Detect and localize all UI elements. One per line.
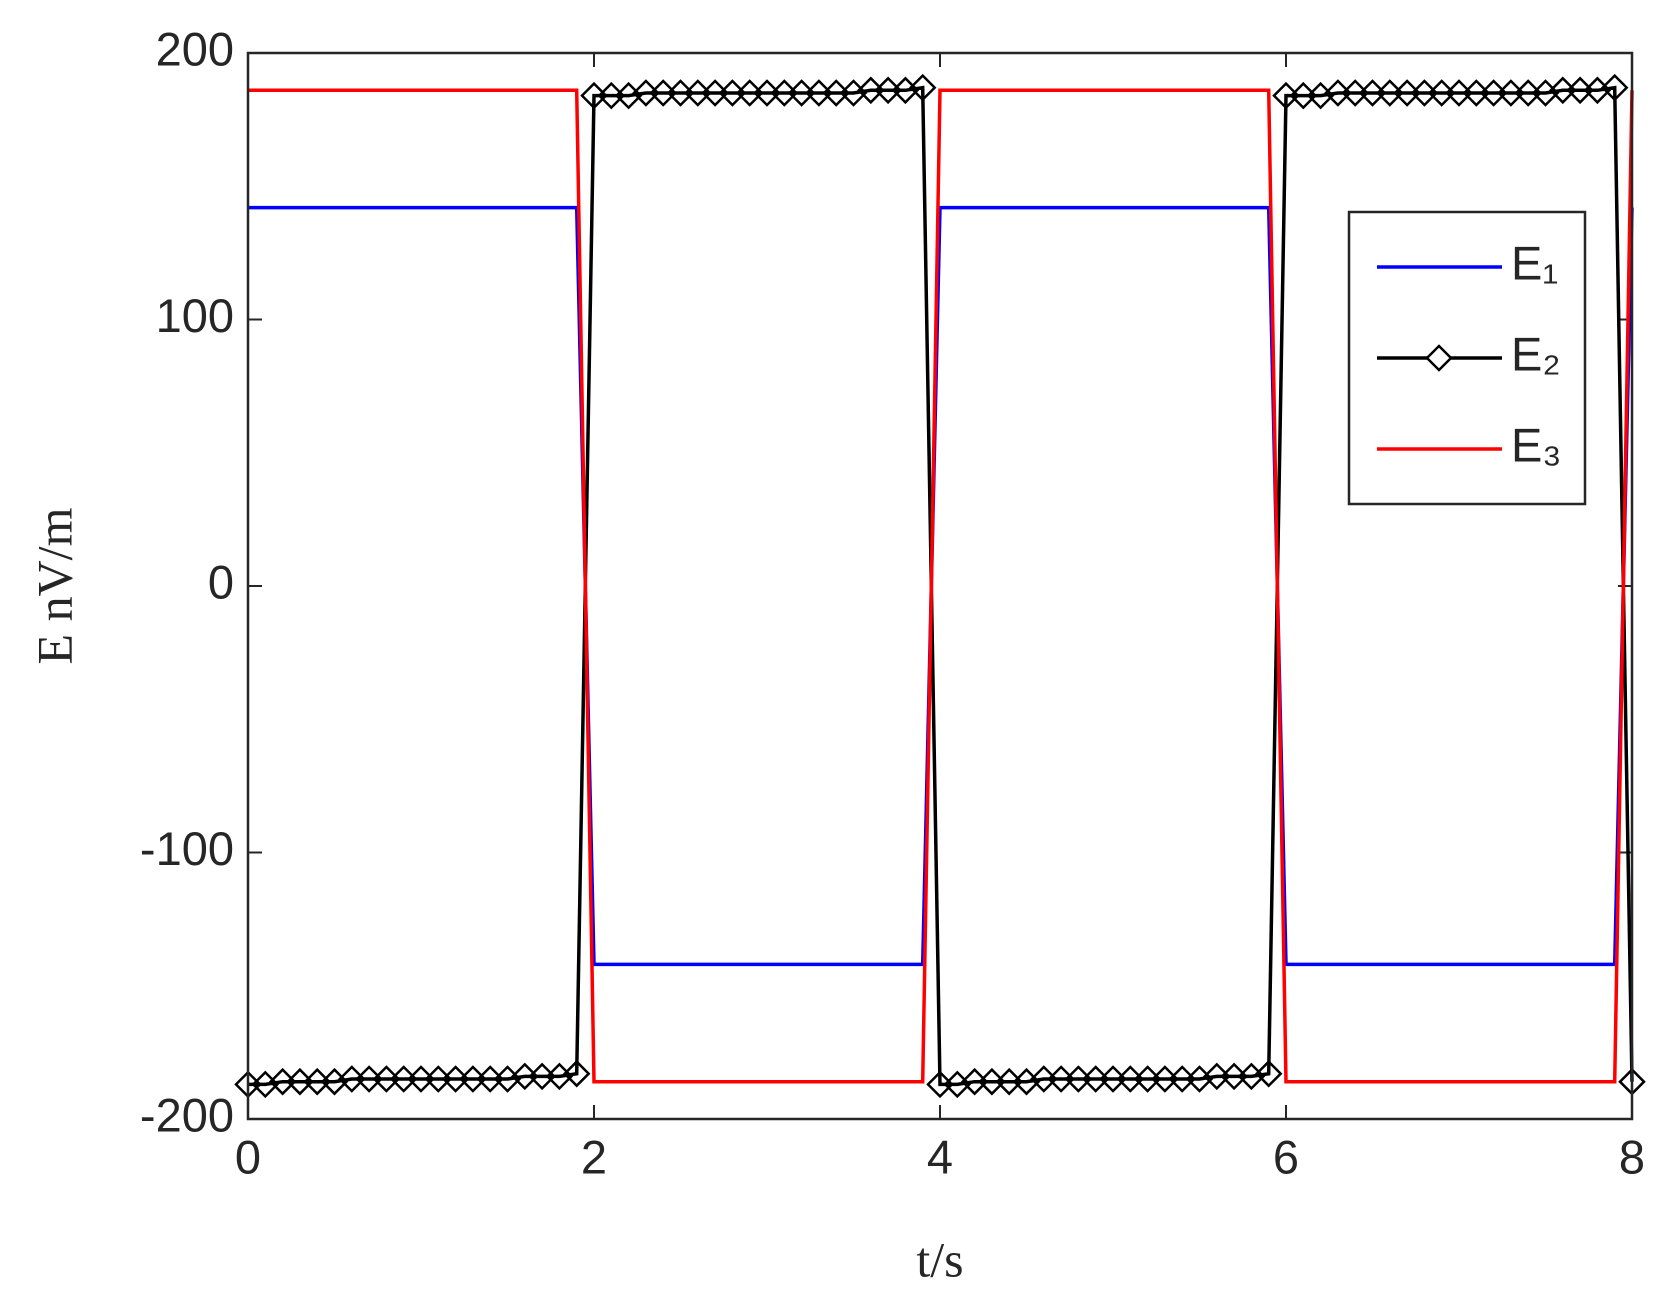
x-tick-label: 6 bbox=[1273, 1130, 1299, 1183]
series-line bbox=[248, 88, 1634, 1084]
x-tick-label: 2 bbox=[581, 1130, 607, 1183]
legend-label: E₃ bbox=[1511, 418, 1562, 471]
x-axis-label: t/s bbox=[916, 1231, 963, 1287]
y-tick-label: -200 bbox=[140, 1088, 234, 1141]
marker bbox=[1600, 73, 1629, 102]
x-tick-label: 4 bbox=[927, 1130, 953, 1183]
x-tick-label: 0 bbox=[235, 1130, 261, 1183]
marker bbox=[1254, 1059, 1283, 1088]
legend-label: E₁ bbox=[1511, 236, 1558, 289]
y-tick-label: 0 bbox=[208, 555, 234, 608]
y-tick-label: 200 bbox=[156, 22, 234, 75]
legend-label: E₂ bbox=[1511, 327, 1561, 380]
series-line bbox=[248, 205, 1634, 967]
y-axis-label: E nV/m bbox=[26, 507, 82, 664]
marker bbox=[562, 1059, 591, 1088]
legend-marker bbox=[1425, 344, 1453, 372]
marker bbox=[908, 73, 937, 102]
y-tick-label: -100 bbox=[140, 822, 234, 875]
x-tick-label: 8 bbox=[1619, 1130, 1645, 1183]
plot-frame bbox=[246, 51, 1634, 1121]
y-tick-label: 100 bbox=[156, 289, 234, 342]
